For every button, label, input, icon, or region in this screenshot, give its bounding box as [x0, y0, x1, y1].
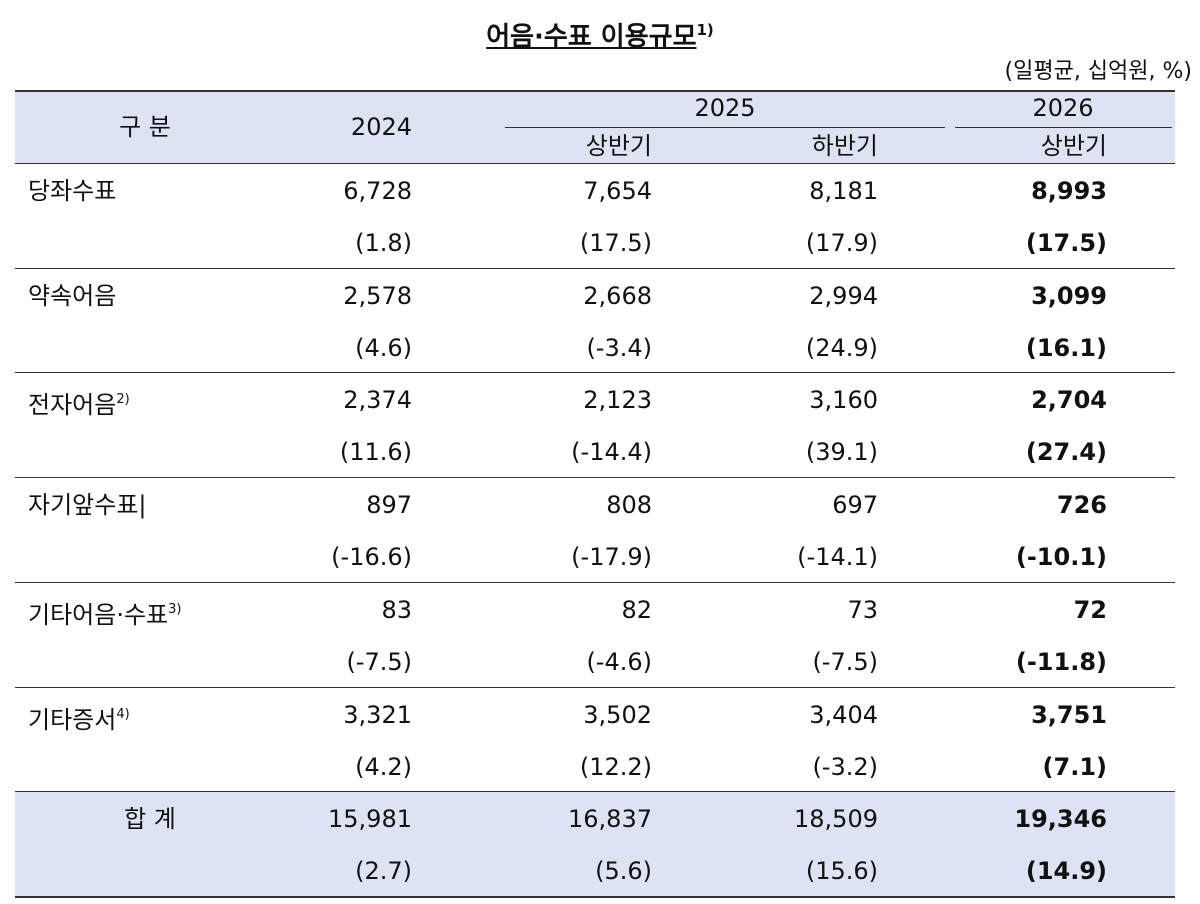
row-line — [15, 267, 1175, 269]
row-label: 전자어음 — [28, 391, 117, 420]
cell-change: (17.5) — [1025, 229, 1107, 257]
cell-change: (17.9) — [805, 229, 878, 257]
cell-change: (-14.1) — [797, 543, 878, 572]
cell-value: 2,704 — [1031, 386, 1107, 415]
span-line — [955, 127, 1172, 128]
cell-change: (-4.6) — [586, 647, 652, 676]
cell-change: (16.1) — [1025, 333, 1107, 362]
cell-change: (11.6) — [339, 438, 412, 467]
unit: (일평균, 십억원, %) — [1004, 59, 1192, 84]
cell-change: (17.5) — [579, 229, 652, 257]
cell-change: (-14.4) — [571, 438, 652, 467]
table-top — [15, 90, 1175, 92]
row-label-wrap: 전자어음2) — [28, 385, 130, 419]
col-header: 2026 — [1032, 94, 1094, 122]
row-line — [15, 477, 1175, 479]
cell-value: 3,404 — [809, 700, 878, 729]
row-label-wrap: 자기앞수표| — [28, 490, 147, 520]
cell-change: (15.6) — [805, 857, 878, 886]
row-label-wrap: 기타증서4) — [28, 700, 130, 734]
cell-change: (2.7) — [355, 857, 412, 886]
cell-value: 18,509 — [794, 805, 878, 834]
row-line — [15, 372, 1175, 374]
cell-change: (-3.2) — [812, 752, 878, 781]
cell-value: 82 — [621, 595, 652, 624]
row-label: 합 계 — [124, 805, 176, 834]
cell-change: (1.8) — [355, 229, 412, 257]
cell-value: 3,321 — [343, 700, 412, 729]
cell-value: 2,994 — [809, 281, 878, 310]
cell-change: (-7.5) — [812, 647, 878, 676]
cell-change: (-7.5) — [346, 647, 412, 676]
col-header: 상반기 — [585, 132, 652, 160]
cell-value: 8,181 — [809, 177, 878, 205]
cell-change: (-3.4) — [586, 333, 652, 362]
cell-value: 7,654 — [583, 177, 652, 205]
cell-change: (14.9) — [1025, 857, 1107, 886]
cell-change: (5.6) — [595, 857, 652, 886]
row-line — [15, 895, 1175, 898]
span-line — [505, 127, 945, 128]
row-label: 약속어음 — [28, 281, 117, 310]
col-header: 하반기 — [811, 132, 878, 160]
cell-value: 808 — [606, 491, 652, 520]
cell-value: 2,578 — [343, 281, 412, 310]
cell-change: (-11.8) — [1015, 647, 1107, 676]
col-header: 2025 — [694, 94, 756, 122]
cell-value: 2,374 — [343, 386, 412, 415]
cell-value: 73 — [847, 595, 878, 624]
row-label-wrap: 약속어음 — [28, 281, 116, 311]
cell-value: 3,502 — [583, 700, 652, 729]
row-label-wrap: 기타어음·수표3) — [28, 595, 182, 629]
row-label-wrap: 합 계 — [50, 804, 250, 834]
cell-value: 8,993 — [1031, 177, 1107, 205]
cell-value: 3,099 — [1031, 281, 1107, 310]
title-wrap: 어음·수표 이용규모1) — [300, 12, 900, 52]
col-header: 구 분 — [119, 113, 171, 141]
cell-change: (12.2) — [579, 752, 652, 781]
cell-value: 726 — [1056, 491, 1107, 520]
row-label: 자기앞수표| — [28, 491, 147, 520]
cell-change: (-16.6) — [331, 543, 412, 572]
cell-value: 19,346 — [1014, 805, 1107, 834]
cell-value: 83 — [381, 595, 412, 624]
cell-change: (4.6) — [355, 333, 412, 362]
cell-value: 3,160 — [809, 386, 878, 415]
cell-change: (4.2) — [355, 752, 412, 781]
cell-value: 697 — [832, 491, 878, 520]
cell-value: 16,837 — [568, 805, 652, 834]
row-label: 기타증서 — [28, 705, 117, 734]
cell-change: (-17.9) — [571, 543, 652, 572]
row-note: 2) — [116, 392, 130, 408]
col-header: 2024 — [350, 113, 412, 141]
row-label: 기타어음·수표 — [28, 600, 169, 629]
cell-change: (7.1) — [1042, 752, 1107, 781]
total-bg — [15, 792, 1175, 896]
cell-value: 897 — [366, 491, 412, 520]
row-note: 4) — [116, 706, 130, 722]
row-line — [15, 581, 1175, 583]
header-bottom — [15, 163, 1175, 164]
row-label: 당좌수표 — [28, 177, 117, 205]
cell-change: (-10.1) — [1015, 543, 1107, 572]
cell-value: 3,751 — [1031, 700, 1107, 729]
cell-change: (24.9) — [805, 333, 878, 362]
col-header: 상반기 — [1040, 132, 1107, 160]
row-note: 3) — [168, 601, 182, 617]
title: 어음·수표 이용규모 — [486, 22, 697, 52]
row-line — [15, 791, 1175, 793]
cell-value: 72 — [1073, 595, 1107, 624]
cell-value: 6,728 — [343, 177, 412, 205]
cell-value: 15,981 — [328, 805, 412, 834]
cell-value: 2,123 — [583, 386, 652, 415]
cell-change: (27.4) — [1025, 438, 1107, 467]
row-label-wrap: 당좌수표 — [28, 176, 116, 206]
cell-change: (39.1) — [805, 438, 878, 467]
title-note: 1) — [696, 21, 714, 39]
row-line — [15, 686, 1175, 688]
cell-value: 2,668 — [583, 281, 652, 310]
